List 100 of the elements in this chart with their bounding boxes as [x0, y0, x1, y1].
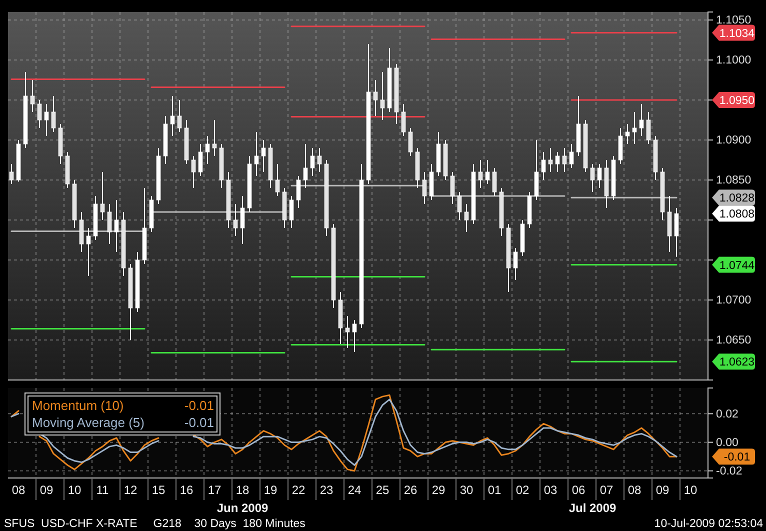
y-tick-label: 1.1050	[716, 14, 752, 27]
x-tick-label: 17	[208, 483, 222, 497]
candlestick	[597, 164, 602, 188]
candlestick	[513, 248, 518, 280]
candlestick	[86, 228, 91, 276]
x-tick-label: 25	[376, 483, 390, 497]
candlestick	[541, 152, 546, 180]
candlestick	[422, 172, 427, 204]
candlestick	[51, 96, 56, 132]
candlestick	[450, 172, 455, 204]
candlestick	[380, 72, 385, 120]
annotation: -0.01	[184, 398, 214, 413]
candlestick	[37, 100, 42, 128]
candlestick	[9, 164, 14, 184]
candlestick	[240, 196, 245, 244]
text: 1.0950	[719, 95, 755, 107]
candlestick	[170, 96, 175, 136]
text: 1.0623	[719, 356, 755, 369]
x-tick-label: 02	[516, 483, 530, 497]
candlestick	[205, 136, 210, 164]
candlestick	[296, 176, 301, 208]
candlestick	[191, 156, 196, 188]
x-tick-label: 12	[124, 483, 138, 497]
annotation: -0.01	[184, 415, 214, 430]
candlestick	[30, 80, 35, 112]
candlestick	[275, 164, 280, 196]
candlestick	[646, 112, 651, 144]
candlestick	[198, 144, 203, 176]
y-tick-label: -0.02	[716, 466, 742, 478]
candlestick	[548, 148, 553, 172]
candlestick	[674, 208, 679, 258]
candlestick	[408, 128, 413, 156]
candlestick	[625, 124, 630, 144]
x-tick-label: 29	[432, 483, 446, 497]
x-tick-label: 19	[264, 483, 278, 497]
candlestick	[100, 172, 105, 220]
x-tick-label: 16	[180, 483, 194, 497]
candlestick	[261, 140, 266, 172]
candlestick	[289, 196, 294, 228]
candlestick	[373, 80, 378, 116]
y-tick-label: 1.0850	[716, 174, 752, 187]
candlestick	[352, 320, 357, 352]
x-tick-label: 07	[600, 483, 614, 497]
x-tick-label: 15	[152, 483, 166, 497]
candlestick	[107, 204, 112, 244]
y-tick-label: 0.02	[716, 408, 738, 420]
y-tick-label: 1.1000	[716, 54, 752, 67]
y-tick-label: 0.00	[716, 436, 738, 449]
candlestick	[345, 316, 350, 348]
text: 1.0744	[719, 260, 756, 272]
candlestick	[492, 168, 497, 196]
candlestick	[233, 204, 238, 236]
y-tick-label: 1.0700	[716, 294, 752, 307]
candlestick	[569, 144, 574, 168]
candlestick	[667, 196, 672, 252]
x-tick-label: 11	[96, 483, 110, 497]
candlestick	[464, 204, 469, 232]
candlestick	[485, 160, 490, 184]
candlestick	[114, 200, 119, 252]
x-tick-label: 03	[544, 483, 558, 497]
text: 10-Jul-2009 02:53:04	[654, 518, 764, 530]
candlestick	[254, 132, 259, 176]
text: 1.0828	[719, 192, 755, 205]
candlestick	[79, 212, 84, 252]
text: 1.0808	[719, 208, 755, 221]
text: -0.01	[724, 452, 750, 464]
x-tick-label: 01	[488, 483, 502, 497]
text: SFUS USD-CHF X-RATE G218 30 Days 180 Minutes	[4, 518, 306, 530]
x-tick-label: 09	[656, 483, 670, 497]
text: Jun 2009	[216, 501, 268, 515]
candlestick	[555, 152, 560, 172]
x-tick-label: 24	[348, 483, 362, 497]
x-tick-label: 06	[572, 483, 586, 497]
candlestick	[457, 192, 462, 220]
candlestick	[618, 128, 623, 164]
text: 1.1034	[719, 28, 756, 40]
candlestick	[310, 148, 315, 176]
candlestick	[44, 104, 49, 136]
candlestick	[212, 120, 217, 156]
series-label: Moving Average (5)	[32, 415, 144, 430]
candlestick	[590, 164, 595, 192]
series-label: Momentum (10)	[32, 398, 124, 413]
x-tick-label: 23	[320, 483, 334, 497]
candlestick	[632, 112, 637, 144]
x-tick-label: 09	[40, 483, 54, 497]
x-tick-label: 30	[460, 483, 474, 497]
x-tick-label: 18	[236, 483, 250, 497]
candlestick	[639, 104, 644, 136]
candlestick	[534, 140, 539, 200]
x-tick-label: 10	[68, 483, 82, 497]
y-tick-label: 1.0650	[716, 334, 752, 347]
candlestick	[429, 164, 434, 200]
candlestick	[562, 148, 567, 172]
y-tick-label: 1.0900	[716, 134, 752, 147]
x-tick-label: 08	[628, 483, 642, 497]
candlestick	[177, 100, 182, 132]
x-tick-label: 10	[684, 483, 698, 497]
candlestick	[401, 104, 406, 136]
candlestick	[303, 144, 308, 188]
text: Jul 2009	[568, 501, 617, 515]
